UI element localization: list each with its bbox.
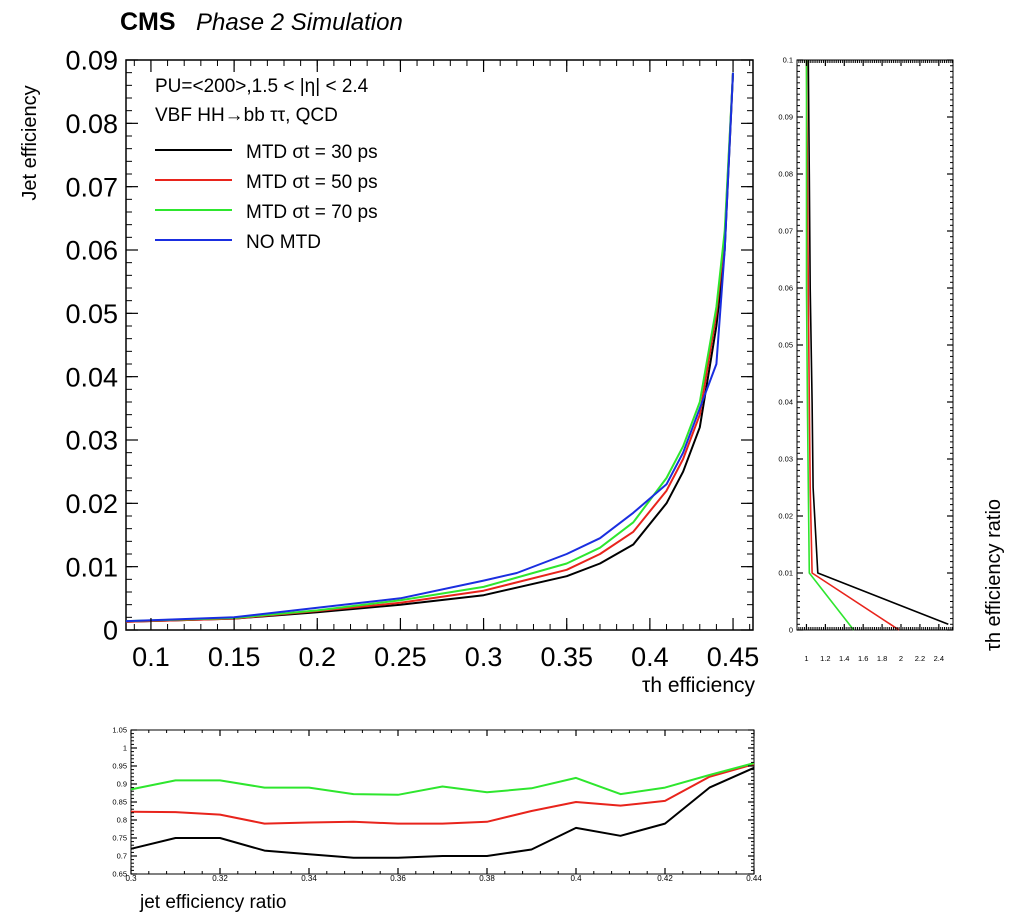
tau-ratio-frame	[796, 59, 954, 631]
x-tick-label: 0.42	[657, 874, 673, 883]
x-tick-label: 0.1	[132, 642, 170, 672]
cms-label: CMS	[120, 8, 176, 36]
x-tick-label: 2.2	[915, 654, 925, 663]
legend-entry-mtd50: MTD σt = 50 ps	[246, 172, 378, 193]
x-tick-label: 0.25	[374, 642, 427, 672]
y-tick-label: 0.07	[65, 172, 118, 202]
x-tick-label: 0.36	[390, 874, 406, 883]
x-tick-label: 0.38	[479, 874, 495, 883]
legend-process: VBF HH→bb ττ, QCD	[155, 105, 338, 126]
jet_ratio-series-line-1	[130, 763, 755, 825]
jet-ratio-axes: 0.3 0.32 0.34 0.36 0.38 0.4 0.42 0.44 0.65 0.7 0.7…	[112, 726, 762, 883]
y-tick-label: 0.03	[65, 426, 118, 456]
legend-entry-nomtd: NO MTD	[246, 232, 321, 253]
x-tick-label: 1.8	[877, 654, 887, 663]
y-tick-label: 0.85	[112, 798, 127, 807]
phase2-subtitle: Phase 2 Simulation	[196, 9, 403, 36]
main-plot-frame	[125, 59, 754, 631]
x-tick-label: 0.4	[570, 874, 582, 883]
x-tick-label: 0.35	[540, 642, 593, 672]
main-axes: 0.1 0.15 0.2 0.25 0.3 0.35 0.4 0.45 0 0.01 0.02 0.0…	[65, 46, 759, 672]
x-tick-label: 2.4	[934, 654, 944, 663]
tau-ratio-curves	[805, 59, 949, 631]
tau_ratio-series-line-1	[805, 59, 900, 631]
y-tick-label: 1	[123, 744, 127, 753]
legend-condition: PU=<200>,1.5 < |η| < 2.4	[155, 76, 369, 97]
x-tick-label: 0.3	[125, 874, 137, 883]
y-tick-label: 0.06	[778, 284, 793, 293]
x-tick-label: 0.2	[298, 642, 336, 672]
y-tick-label: 0.06	[65, 236, 118, 266]
main-ylabel: Jet efficiency	[19, 85, 41, 200]
y-tick-label: 0.75	[112, 834, 127, 843]
y-tick-label: 0	[103, 616, 118, 646]
x-tick-label: 0.32	[212, 874, 228, 883]
y-tick-label: 0.05	[778, 341, 793, 350]
y-tick-label: 0.01	[65, 552, 118, 582]
tau_ratio-series-line-2	[805, 60, 855, 631]
main-curves	[125, 72, 734, 623]
y-tick-label: 0.9	[117, 780, 127, 789]
legend: PU=<200>,1.5 < |η| < 2.4 VBF HH→bb ττ, Q…	[155, 76, 378, 253]
y-tick-label: 0.95	[112, 762, 127, 771]
y-tick-label: 0.08	[778, 170, 793, 179]
x-tick-label: 0.45	[707, 642, 760, 672]
y-tick-label: 0.05	[65, 299, 118, 329]
y-tick-label: 0.04	[778, 398, 793, 407]
x-tick-label: 2	[899, 654, 903, 663]
jet_ratio-series-line-2	[130, 762, 755, 796]
main-series-line-0	[125, 72, 734, 623]
y-tick-label: 0.01	[778, 569, 793, 578]
x-tick-label: 0.34	[301, 874, 317, 883]
main-series-line-2	[125, 72, 734, 623]
x-tick-label: 0.15	[208, 642, 261, 672]
x-tick-label: 0.3	[465, 642, 503, 672]
y-tick-label: 0.65	[112, 870, 127, 879]
main-series-line-1	[125, 72, 734, 623]
main-plot: 0.1 0.15 0.2 0.25 0.3 0.35 0.4 0.45 0 0.01 0.02 0.0…	[19, 46, 759, 697]
y-tick-label: 0.09	[65, 46, 118, 76]
main-series-line-3	[125, 72, 734, 623]
jet-ratio-xlabel: jet efficiency ratio	[139, 892, 286, 913]
x-tick-label: 1.2	[820, 654, 830, 663]
x-tick-label: 0.44	[746, 874, 762, 883]
tau_ratio-series-line-0	[807, 59, 949, 626]
tau-ratio-xlabel: τh efficiency ratio	[983, 499, 1005, 651]
jet-ratio-plot: 0.3 0.32 0.34 0.36 0.38 0.4 0.42 0.44 0.65 0.7 0.7…	[112, 726, 762, 913]
x-tick-label: 1	[804, 654, 808, 663]
x-tick-label: 0.4	[631, 642, 669, 672]
y-tick-label: 1.05	[112, 726, 127, 735]
tau-ratio-axes: 1 1.2 1.4 1.6 1.8 2 2.2 2.4 0 0.01 0.02 0.03 0.04 0.0…	[778, 56, 953, 663]
y-tick-label: 0	[789, 626, 793, 635]
legend-entry-mtd70: MTD σt = 70 ps	[246, 202, 378, 223]
y-tick-label: 0.09	[778, 113, 793, 122]
y-tick-label: 0.02	[65, 489, 118, 519]
x-tick-label: 1.4	[839, 654, 849, 663]
jet-ratio-curves	[130, 762, 755, 859]
y-tick-label: 0.03	[778, 455, 793, 464]
y-tick-label: 0.7	[117, 852, 127, 861]
main-xlabel: τh efficiency	[642, 674, 755, 697]
y-tick-label: 0.1	[783, 56, 793, 65]
y-tick-label: 0.8	[117, 816, 127, 825]
y-tick-label: 0.02	[778, 512, 793, 521]
x-tick-label: 1.6	[858, 654, 868, 663]
y-tick-label: 0.04	[65, 362, 118, 392]
legend-entry-mtd30: MTD σt = 30 ps	[246, 142, 378, 163]
y-tick-label: 0.07	[778, 227, 793, 236]
tau-ratio-plot: 1 1.2 1.4 1.6 1.8 2 2.2 2.4 0 0.01 0.02 0.03 0.04 0.0…	[778, 56, 1005, 663]
jet_ratio-series-line-0	[130, 766, 755, 859]
y-tick-label: 0.08	[65, 109, 118, 139]
